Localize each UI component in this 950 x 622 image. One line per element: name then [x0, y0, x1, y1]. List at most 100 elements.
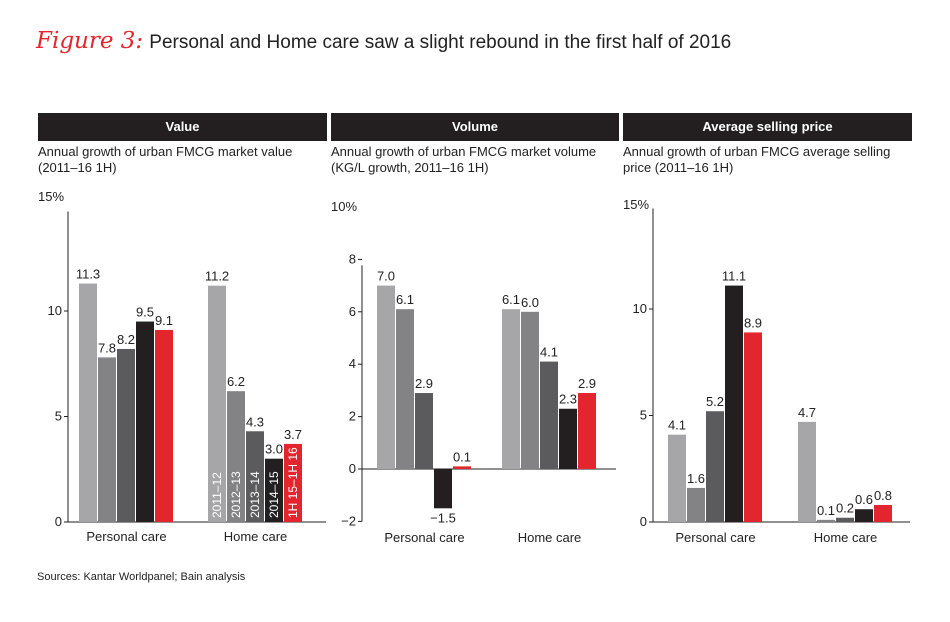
bar [136, 321, 154, 522]
bar [502, 309, 520, 469]
bar [744, 332, 762, 522]
data-label: 11.2 [205, 269, 229, 284]
bar [725, 285, 743, 522]
bar [578, 393, 596, 469]
y-tick-label: −2 [341, 513, 356, 528]
figure-label: Figure 3: [36, 28, 144, 54]
y-tick-label: 8 [349, 251, 356, 266]
y-tick-label: 5 [55, 409, 62, 424]
y-tick-label: 10 [48, 303, 62, 318]
bar [284, 443, 302, 522]
category-label: Home care [814, 530, 878, 545]
panel-header-volume: Volume [331, 113, 619, 141]
bar [559, 408, 577, 469]
y-tick-label: 0 [640, 514, 647, 529]
bar [79, 283, 97, 522]
data-label: 4.1 [668, 418, 686, 433]
data-label: −1.5 [430, 510, 456, 525]
bar [98, 357, 116, 522]
panel-subtitle-line: price (2011–16 1H) [623, 160, 734, 175]
bar [415, 393, 433, 469]
category-label: Home care [518, 530, 582, 545]
panel-header-value: Value [38, 113, 327, 141]
data-label: 11.3 [76, 267, 100, 282]
category-label: Personal care [675, 530, 755, 545]
data-label: 0.1 [453, 449, 471, 464]
y-tick-label: 0 [55, 514, 62, 529]
data-label: 6.0 [521, 295, 539, 310]
series-label-in-bar: 2012–13 [229, 471, 243, 518]
series-label-in-bar: 2013–14 [248, 471, 262, 518]
data-label: 1.6 [687, 471, 705, 486]
bar [208, 285, 226, 522]
series-label-in-bar: 2011–12 [210, 472, 224, 518]
bar [117, 348, 135, 522]
bar [668, 434, 686, 522]
source-note: Sources: Kantar Worldpanel; Bain analysi… [37, 571, 246, 583]
bar [377, 285, 395, 469]
data-label: 6.1 [396, 292, 414, 307]
bar [265, 458, 283, 522]
data-label: 7.8 [98, 340, 116, 355]
y-axis-unit-volume: 10% [331, 199, 358, 214]
bar [434, 469, 452, 509]
figure-title-text: Personal and Home care saw a slight rebo… [149, 32, 732, 53]
bar [227, 391, 245, 522]
category-label: Home care [224, 529, 288, 544]
y-tick-label: 6 [349, 304, 356, 319]
category-label: Personal care [384, 530, 464, 545]
bar [521, 311, 539, 469]
bar [836, 517, 854, 522]
bar [706, 411, 724, 522]
y-tick-label: 10 [633, 301, 647, 316]
panel-subtitle-volume: Annual growth of urban FMCG market volum… [331, 144, 596, 176]
data-label: 9.1 [155, 313, 173, 328]
data-label: 3.7 [284, 427, 302, 442]
panel-subtitle-line: (KG/L growth, 2011–16 1H) [331, 160, 489, 175]
data-label: 6.2 [227, 374, 245, 389]
series-label-in-bar: 2014–15 [267, 471, 281, 518]
bar [874, 504, 892, 522]
bar [540, 361, 558, 469]
bar [798, 421, 816, 522]
panel-subtitle-line: (2011–16 1H) [38, 160, 117, 175]
data-label: 4.1 [540, 345, 558, 360]
figure-title: Figure 3: Personal and Home care saw a s… [36, 28, 731, 54]
data-label: 2.3 [559, 392, 577, 407]
data-label: 9.5 [136, 305, 154, 320]
bar [396, 309, 414, 469]
y-tick-label: 4 [349, 356, 356, 371]
data-label: 4.3 [246, 414, 264, 429]
panel-subtitle-line: Annual growth of urban FMCG market volum… [331, 144, 597, 159]
panel-subtitle-line: Annual growth of urban FMCG average sell… [623, 144, 891, 159]
bar [687, 487, 705, 522]
data-label: 11.1 [722, 269, 746, 284]
data-label: 4.7 [798, 405, 816, 420]
y-tick-label: 0 [349, 461, 356, 476]
panel-header-asp: Average selling price [623, 113, 912, 141]
bar [246, 431, 264, 522]
data-label: 8.9 [744, 315, 762, 330]
bar [453, 466, 471, 469]
data-label: 5.2 [706, 394, 724, 409]
data-label: 0.1 [817, 503, 835, 518]
data-label: 0.2 [836, 501, 854, 516]
bar [855, 509, 873, 522]
panel-subtitle-line: Annual growth of urban FMCG market value [38, 144, 293, 159]
data-label: 0.6 [855, 492, 873, 507]
data-label: 7.0 [377, 269, 395, 284]
y-axis-unit-value: 15% [38, 189, 65, 204]
panel-subtitle-value: Annual growth of urban FMCG market value… [38, 144, 292, 176]
bar [155, 329, 173, 522]
data-label: 0.8 [874, 488, 892, 503]
bar [817, 519, 835, 522]
data-label: 2.9 [578, 376, 596, 391]
y-tick-label: 5 [640, 408, 647, 423]
y-tick-label: 2 [349, 409, 356, 424]
panel-subtitle-asp: Annual growth of urban FMCG average sell… [623, 144, 890, 176]
y-axis-unit-asp: 15% [623, 197, 650, 212]
data-label: 2.9 [415, 376, 433, 391]
data-label: 3.0 [265, 442, 283, 457]
data-label: 8.2 [117, 332, 135, 347]
data-label: 6.1 [502, 292, 520, 307]
